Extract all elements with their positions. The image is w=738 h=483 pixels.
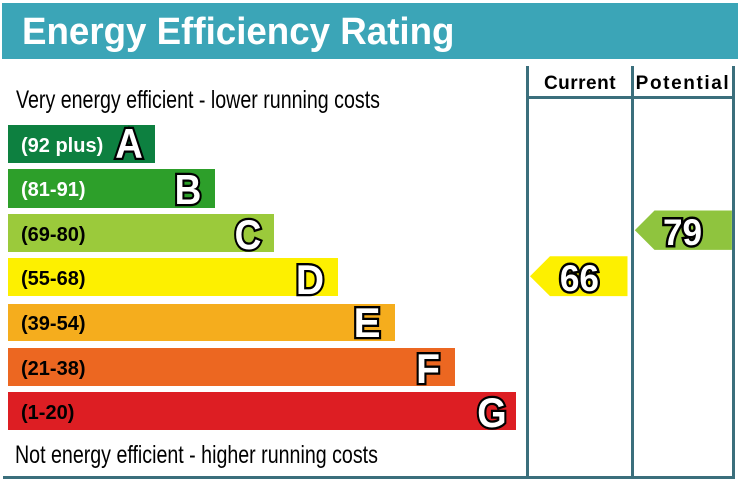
svg-text:C: C (235, 212, 262, 255)
svg-text:A: A (115, 120, 143, 164)
svg-text:79: 79 (663, 211, 702, 252)
svg-text:E: E (354, 299, 381, 343)
svg-text:66: 66 (560, 257, 599, 298)
svg-text:F: F (416, 344, 440, 388)
svg-text:B: B (175, 166, 202, 209)
svg-text:G: G (477, 390, 506, 433)
svg-text:D: D (296, 256, 324, 300)
